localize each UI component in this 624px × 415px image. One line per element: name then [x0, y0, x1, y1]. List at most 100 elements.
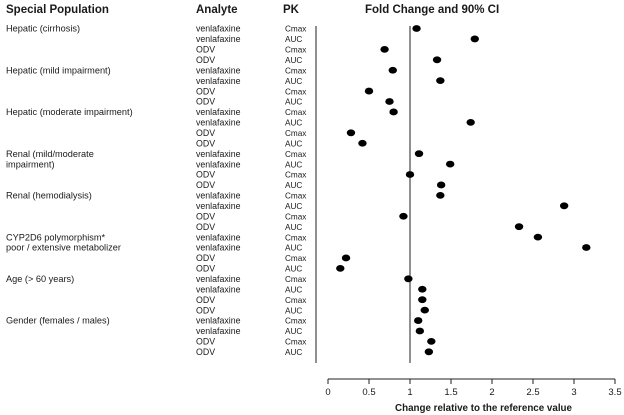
pk-label: Cmax [285, 317, 306, 326]
population-label: Age (> 60 years) [6, 274, 74, 284]
pk-label: AUC [285, 181, 302, 190]
x-tick-label: 1.5 [444, 387, 457, 398]
pk-label: Cmax [285, 275, 306, 284]
data-point [415, 327, 425, 335]
analyte-label: ODV [196, 347, 215, 357]
population-label: impairment) [6, 159, 55, 169]
analyte-label: venlafaxine [196, 24, 241, 34]
x-axis-label: Change relative to the reference value [395, 403, 573, 414]
pk-label: AUC [285, 348, 302, 357]
data-point [420, 306, 429, 314]
data-point [445, 160, 455, 168]
x-tick-label: 2 [489, 387, 494, 398]
pk-label: Cmax [285, 338, 306, 347]
data-point [436, 181, 446, 189]
pk-label: Cmax [285, 171, 306, 180]
analyte-label: venlafaxine [196, 65, 241, 75]
data-point [414, 317, 423, 324]
population-label: Renal (hemodialysis) [6, 191, 92, 201]
analyte-label: ODV [196, 97, 215, 107]
analyte-label: venlafaxine [196, 191, 241, 201]
pk-label: Cmax [285, 108, 306, 117]
data-point [412, 25, 421, 32]
population-label: Hepatic (mild impairment) [6, 65, 111, 75]
population-label: CYP2D6 polymorphism* [6, 232, 105, 242]
pk-column-header: PK [283, 4, 299, 16]
pk-label: Cmax [285, 150, 306, 159]
data-point [466, 118, 475, 126]
population-label: Hepatic (moderate impairment) [6, 107, 133, 117]
analyte-label: venlafaxine [196, 274, 241, 284]
analyte-label: ODV [196, 180, 215, 190]
pk-label: AUC [285, 77, 302, 86]
x-tick-label: 2.5 [526, 387, 539, 398]
analyte-column-header: Analyte [196, 4, 238, 16]
pk-label: AUC [285, 119, 302, 128]
analyte-label: ODV [196, 295, 215, 305]
pk-label: Cmax [285, 233, 306, 242]
x-tick-label: 0.5 [362, 387, 375, 398]
data-point [582, 244, 591, 251]
analyte-label: venlafaxine [196, 149, 241, 159]
x-tick-label: 3 [571, 387, 576, 398]
data-point [358, 139, 367, 147]
population-label: Renal (mild/moderate [6, 149, 94, 159]
data-point [404, 275, 413, 283]
chart-title: Fold Change and 90% CI [365, 4, 500, 16]
data-point [436, 191, 445, 199]
data-point [389, 108, 398, 116]
population-label: Hepatic (cirrhosis) [6, 24, 80, 34]
analyte-label: venlafaxine [196, 34, 241, 44]
pk-label: AUC [285, 202, 302, 211]
pk-label: Cmax [285, 254, 306, 263]
analyte-label: ODV [196, 128, 215, 138]
analyte-label: venlafaxine [196, 232, 241, 242]
x-tick-label: 1 [407, 387, 412, 398]
pk-label: Cmax [285, 87, 306, 96]
data-point [346, 129, 356, 137]
data-point [427, 338, 436, 345]
analyte-label: ODV [196, 305, 215, 315]
pk-label: AUC [285, 265, 302, 274]
data-point [432, 56, 442, 64]
pk-label: AUC [285, 139, 302, 148]
data-point [399, 212, 408, 220]
x-tick-label: 0 [325, 387, 330, 398]
data-point [418, 285, 427, 293]
analyte-label: venlafaxine [196, 118, 241, 128]
pk-label: AUC [285, 223, 302, 232]
pk-label: AUC [285, 56, 302, 65]
analyte-label: venlafaxine [196, 326, 241, 336]
pk-label: AUC [285, 306, 302, 315]
data-point [533, 233, 543, 241]
analyte-label: ODV [196, 253, 215, 263]
pk-label: AUC [285, 327, 302, 336]
population-column-header: Special Population [6, 4, 109, 16]
analyte-label: ODV [196, 138, 215, 148]
analyte-label: venlafaxine [196, 201, 241, 211]
pk-label: Cmax [285, 296, 306, 305]
data-point [405, 171, 415, 178]
data-point [414, 150, 424, 158]
data-point [514, 223, 524, 231]
analyte-label: ODV [196, 170, 215, 180]
pk-label: Cmax [285, 46, 306, 55]
data-point [341, 254, 351, 262]
analyte-label: venlafaxine [196, 107, 241, 117]
analyte-label: ODV [196, 86, 215, 96]
analyte-label: ODV [196, 222, 215, 232]
analyte-label: venlafaxine [196, 159, 241, 169]
data-point [470, 35, 479, 43]
analyte-label: ODV [196, 264, 215, 274]
pk-label: Cmax [285, 66, 306, 75]
analyte-label: ODV [196, 211, 215, 221]
pk-label: Cmax [285, 25, 306, 34]
pk-label: Cmax [285, 192, 306, 201]
data-point [559, 202, 569, 210]
analyte-label: venlafaxine [196, 243, 241, 253]
data-point [418, 296, 427, 304]
data-point [424, 348, 434, 356]
x-tick-label: 3.5 [608, 387, 621, 398]
